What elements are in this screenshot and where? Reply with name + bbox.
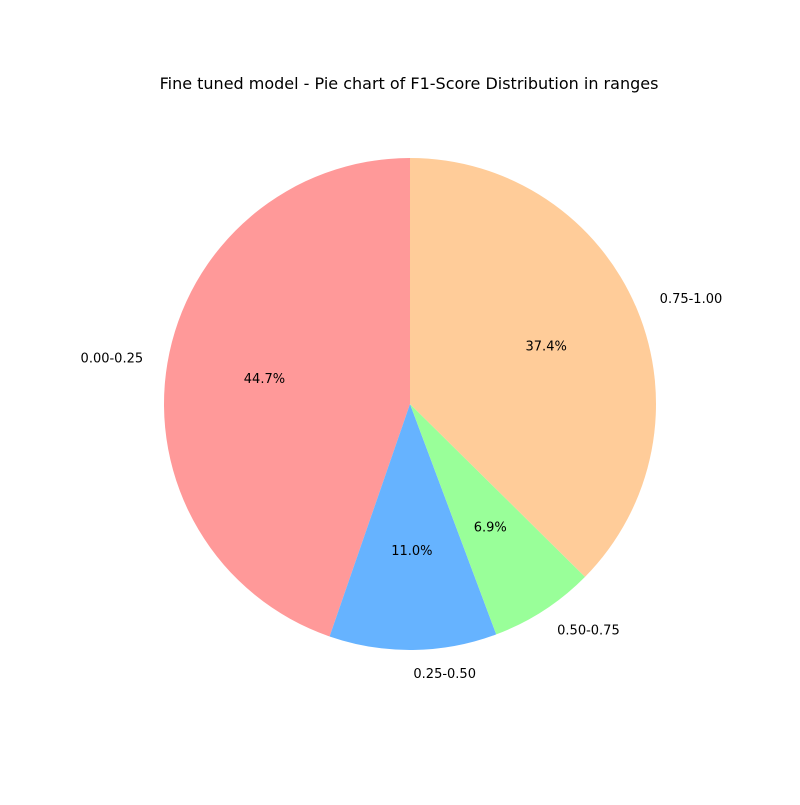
slice-category-label: 0.00-0.25 — [81, 352, 144, 367]
pie-slice-0.00-0.25 — [164, 158, 410, 637]
pie-labels: 0.00-0.25 44.7% 0.25-0.50 11.0% 0.50-0.75 6.9… — [81, 292, 723, 682]
slice-percent-label: 6.9% — [474, 520, 507, 535]
pie-slices — [164, 158, 656, 650]
chart-title: Fine tuned model - Pie chart of F1-Score… — [160, 74, 659, 93]
slice-category-label: 0.50-0.75 — [557, 624, 620, 639]
slice-percent-label: 11.0% — [391, 544, 432, 559]
slice-category-label: 0.75-1.00 — [660, 292, 723, 307]
slice-percent-label: 37.4% — [526, 340, 567, 355]
pie-slice-0.75-1.00 — [410, 158, 656, 577]
slice-percent-label: 44.7% — [244, 372, 285, 387]
pie-slice-0.50-0.75 — [410, 404, 586, 635]
pie-slice-0.25-0.50 — [329, 404, 497, 650]
slice-category-label: 0.25-0.50 — [413, 667, 476, 682]
